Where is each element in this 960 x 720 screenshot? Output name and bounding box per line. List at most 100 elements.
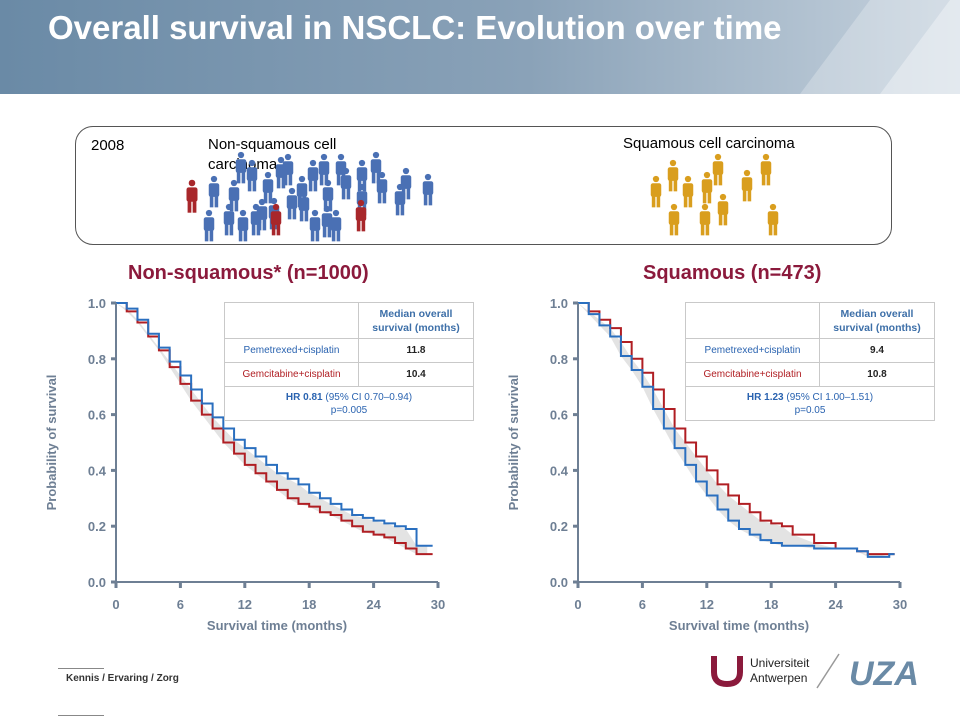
person-icon: [262, 171, 274, 204]
person-icon: [318, 153, 330, 186]
person-icon: [237, 209, 249, 242]
table-header: Median overall survival (months): [819, 302, 935, 339]
x-tick-label: 12: [700, 597, 714, 612]
y-tick-label: 1.0: [550, 296, 568, 311]
slide-title: Overall survival in NSCLC: Evolution ove…: [48, 9, 782, 46]
person-icon: [760, 153, 772, 186]
x-tick-label: 30: [893, 597, 907, 612]
uza-logo: UZA: [816, 653, 919, 690]
footer-rule: [58, 668, 104, 669]
person-icon: [699, 203, 711, 236]
uza-wordmark: UZA: [849, 655, 919, 690]
person-icon: [286, 187, 298, 220]
person-icon: [203, 209, 215, 242]
median-table-nonsquamous: Median overall survival (months) Pemetre…: [224, 302, 474, 421]
y-tick-label: 0.4: [550, 463, 569, 478]
y-tick-label: 0.6: [88, 408, 106, 423]
chart-title-squamous: Squamous (n=473): [643, 262, 822, 284]
patient-pictogram: [186, 151, 779, 242]
person-icon: [701, 171, 713, 204]
person-icon: [208, 175, 220, 208]
person-icon: [321, 205, 333, 238]
university-name-line2: Antwerpen: [750, 671, 807, 685]
y-tick-label: 0.2: [88, 519, 106, 534]
person-icon: [330, 209, 342, 242]
x-tick-label: 6: [639, 597, 646, 612]
difference-band: [578, 303, 890, 557]
squamous-label: Squamous cell carcinoma: [623, 135, 795, 152]
person-icon: [712, 153, 724, 186]
person-icon: [309, 209, 321, 242]
row-value-gemcitabine: 10.8: [819, 362, 935, 387]
x-tick-label: 18: [764, 597, 778, 612]
x-tick-label: 30: [431, 597, 445, 612]
hazard-ratio: HR 1.23: [746, 391, 784, 403]
x-tick-label: 24: [828, 597, 843, 612]
cohort-info-box: 2008 Non-squamous cell carcinoma Squamou…: [75, 126, 892, 245]
university-name-line1: Universiteit: [750, 656, 810, 670]
table-header: Median overall survival (months): [358, 302, 474, 339]
person-icon: [717, 193, 729, 226]
series-gemcitabine-cisplatin: [578, 302, 895, 556]
y-tick-label: 1.0: [88, 296, 106, 311]
table-corner: [224, 302, 359, 339]
person-icon: [370, 151, 382, 184]
person-icon: [667, 159, 679, 192]
footer-rule-bottom: [58, 715, 104, 716]
p-value: p=0.005: [330, 404, 368, 416]
hazard-ratio-ci: (95% CI 1.00–1.51): [783, 391, 874, 403]
y-tick-label: 0.8: [88, 352, 106, 367]
person-icon: [223, 203, 235, 236]
x-axis-label: Survival time (months): [207, 618, 347, 633]
row-label-gemcitabine: Gemcitabine+cisplatin: [224, 362, 359, 387]
person-icon: [298, 189, 310, 222]
y-tick-label: 0.0: [550, 575, 568, 590]
x-tick-label: 0: [574, 597, 581, 612]
slide-header: Overall survival in NSCLC: Evolution ove…: [0, 0, 960, 94]
chart-title-nonsquamous: Non-squamous* (n=1000): [128, 262, 369, 284]
y-axis-label: Probability of survival: [506, 375, 521, 511]
person-icon: [394, 183, 406, 216]
x-axis-label: Survival time (months): [669, 618, 809, 633]
row-value-pemetrexed: 11.8: [358, 338, 474, 363]
person-icon: [422, 173, 434, 206]
difference-band: [116, 303, 428, 555]
person-icon: [322, 179, 334, 212]
hazard-ratio-cell: HR 0.81 (95% CI 0.70–0.94) p=0.005: [224, 386, 474, 421]
person-icon: [741, 169, 753, 202]
y-axis-label: Probability of survival: [44, 375, 59, 511]
row-value-gemcitabine: 10.4: [358, 362, 474, 387]
x-tick-label: 24: [366, 597, 381, 612]
person-icon: [376, 171, 388, 204]
person-icon: [400, 167, 412, 200]
person-icon: [250, 203, 262, 236]
x-tick-label: 12: [238, 597, 252, 612]
y-tick-label: 0.0: [88, 575, 106, 590]
x-tick-label: 0: [112, 597, 119, 612]
row-value-pemetrexed: 9.4: [819, 338, 935, 363]
university-logo: Universiteit Antwerpen: [711, 656, 810, 688]
y-tick-label: 0.4: [88, 463, 107, 478]
person-icon: [335, 153, 347, 186]
survival-chart-nonsquamous: 0.0 0.2 0.4 0.6 0.8 1.0 0 6 12 18 24 30 Survival tim…: [44, 296, 445, 633]
series-pemetrexed-cisplatin: [116, 302, 433, 547]
row-label-pemetrexed: Pemetrexed+cisplatin: [685, 338, 820, 363]
person-icon: [186, 179, 198, 213]
row-label-pemetrexed: Pemetrexed+cisplatin: [224, 338, 359, 363]
person-icon: [650, 175, 662, 208]
person-icon: [270, 203, 282, 236]
y-tick-label: 0.2: [550, 519, 568, 534]
row-label-gemcitabine: Gemcitabine+cisplatin: [685, 362, 820, 387]
hazard-ratio: HR 0.81: [285, 391, 323, 403]
person-icon: [355, 199, 367, 232]
person-icon: [282, 153, 294, 186]
person-icon: [767, 203, 779, 236]
p-value: p=0.05: [794, 404, 826, 416]
y-tick-label: 0.8: [550, 352, 568, 367]
survival-chart-squamous: 0.0 0.2 0.4 0.6 0.8 1.0 0 6 12 18 24 30 Survival tim…: [506, 296, 907, 633]
header-decoration: [800, 0, 960, 94]
hazard-ratio-ci: (95% CI 0.70–0.94): [322, 391, 413, 403]
median-table-squamous: Median overall survival (months) Pemetre…: [685, 302, 935, 421]
x-tick-label: 6: [177, 597, 184, 612]
table-corner: [685, 302, 820, 339]
